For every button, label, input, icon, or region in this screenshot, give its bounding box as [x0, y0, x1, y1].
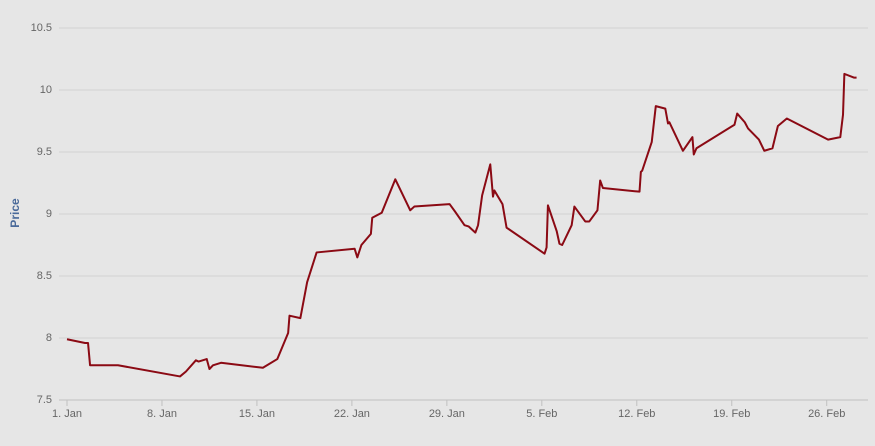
- y-tick-label: 9: [46, 208, 52, 220]
- x-tick-label: 15. Jan: [239, 408, 275, 420]
- y-tick-label: 10.5: [31, 22, 52, 34]
- price-line: [66, 72, 857, 378]
- x-tick-label: 8. Jan: [147, 408, 177, 420]
- x-tick-label: 29. Jan: [429, 408, 465, 420]
- y-tick-label: 9.5: [37, 146, 52, 158]
- x-tick-label: 26. Feb: [808, 408, 845, 420]
- y-tick-label: 7.5: [37, 394, 52, 406]
- x-tick-label: 22. Jan: [334, 408, 370, 420]
- x-tick-label: 1. Jan: [52, 408, 82, 420]
- x-tick-label: 19. Feb: [713, 408, 750, 420]
- x-tick-label: 12. Feb: [618, 408, 655, 420]
- y-tick-label: 10: [40, 84, 52, 96]
- y-tick-label: 8.5: [37, 270, 52, 282]
- y-tick-label: 8: [46, 332, 52, 344]
- y-axis-title: Price: [8, 198, 22, 228]
- x-tick-label: 5. Feb: [526, 408, 557, 420]
